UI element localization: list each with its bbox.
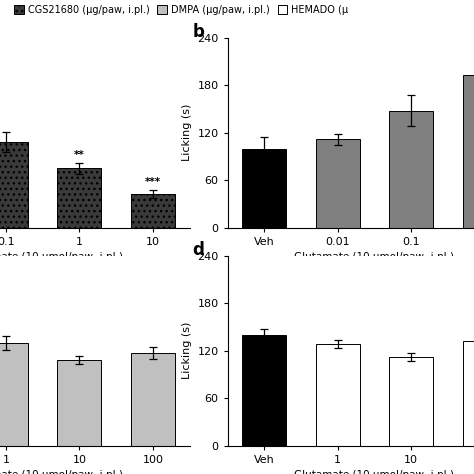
X-axis label: Glutamate (10 μmol/paw, i.pl.): Glutamate (10 μmol/paw, i.pl.) (294, 252, 455, 262)
X-axis label: Glutamate (10 μmol/paw, i.pl.): Glutamate (10 μmol/paw, i.pl.) (294, 470, 455, 474)
X-axis label: Glutamate (10 μmol/paw, i.pl.): Glutamate (10 μmol/paw, i.pl.) (0, 252, 123, 262)
X-axis label: Glutamate (10 μmol/paw, i.pl.): Glutamate (10 μmol/paw, i.pl.) (0, 470, 123, 474)
Bar (463, 341, 474, 446)
Bar (242, 148, 286, 228)
Bar (242, 335, 286, 446)
Bar (389, 110, 433, 228)
Bar (389, 357, 433, 446)
Bar (316, 139, 360, 228)
Bar (0, 142, 28, 228)
Text: ***: *** (145, 177, 161, 187)
Y-axis label: Licking (s): Licking (s) (182, 104, 191, 162)
Bar (57, 360, 101, 446)
Bar (0, 343, 28, 446)
Text: d: d (192, 241, 204, 259)
Bar (463, 75, 474, 228)
Bar (57, 168, 101, 228)
Text: **: ** (74, 150, 85, 160)
Legend: CGS21680 (μg/paw, i.pl.), DMPA (μg/paw, i.pl.), HEMADO (μ: CGS21680 (μg/paw, i.pl.), DMPA (μg/paw, … (14, 5, 348, 15)
Bar (316, 345, 360, 446)
Bar (131, 353, 175, 446)
Bar (131, 194, 175, 228)
Y-axis label: Licking (s): Licking (s) (182, 322, 191, 380)
Text: b: b (192, 23, 204, 41)
